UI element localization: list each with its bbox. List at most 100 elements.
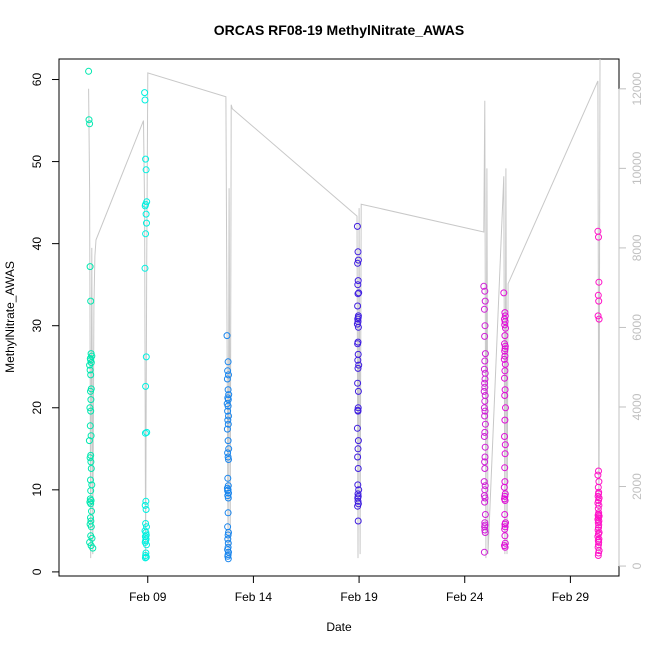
data-point [595, 521, 603, 529]
data-point [86, 361, 94, 369]
data-point [354, 323, 362, 331]
data-point [595, 549, 602, 557]
data-point [501, 345, 509, 353]
data-point [87, 387, 94, 395]
data-point [480, 282, 488, 290]
data-point [353, 222, 361, 230]
data-point [354, 445, 362, 453]
data-point [224, 509, 232, 517]
data-point [501, 367, 509, 375]
data-point [141, 264, 149, 272]
data-point [481, 322, 489, 330]
data-point [481, 420, 489, 428]
data-point [142, 382, 150, 390]
data-point [142, 210, 150, 218]
data-point [353, 320, 361, 328]
data-point [481, 407, 489, 415]
data-point [501, 374, 508, 382]
y2-tick-label: 6000 [630, 314, 644, 341]
data-point [86, 366, 94, 374]
data-point [223, 425, 231, 433]
data-point [87, 514, 94, 522]
data-point [354, 259, 362, 267]
data-point [85, 67, 93, 75]
data-point [142, 353, 150, 361]
data-point [501, 492, 509, 500]
data-point [481, 350, 489, 358]
data-point [223, 375, 231, 383]
series-group [500, 289, 509, 551]
data-point [224, 396, 232, 404]
data-point [86, 422, 94, 430]
data-point [354, 407, 362, 415]
y2-tick-label: 12000 [630, 72, 644, 106]
data-point [225, 371, 232, 379]
data-point [354, 502, 362, 510]
data-point [594, 483, 602, 491]
data-point [354, 387, 362, 395]
data-point [501, 464, 509, 472]
data-point [354, 364, 362, 372]
data-point [501, 360, 509, 368]
data-point [501, 525, 509, 533]
data-point [141, 501, 149, 509]
data-point [501, 532, 509, 540]
data-point [480, 387, 488, 395]
data-point [224, 494, 232, 502]
data-point [142, 155, 150, 163]
data-point [225, 529, 232, 536]
data-point [88, 534, 96, 542]
data-point [481, 375, 489, 383]
y-tick-label: 40 [30, 237, 44, 251]
altitude-layer [88, 58, 601, 559]
data-point [141, 96, 149, 104]
data-point [501, 520, 509, 528]
data-point [354, 437, 362, 445]
data-point [224, 407, 232, 415]
data-point [354, 248, 362, 256]
data-point [224, 449, 232, 457]
data-point [354, 256, 362, 264]
data-point [142, 230, 150, 238]
data-point [224, 437, 232, 445]
data-point [86, 404, 94, 412]
data-point [354, 517, 362, 525]
data-point [481, 482, 489, 490]
data-point [87, 497, 95, 504]
y-tick-label: 30 [30, 319, 44, 333]
data-point [142, 549, 150, 557]
x-tick-label: Feb 29 [552, 590, 590, 604]
data-point [354, 379, 362, 387]
data-point [500, 483, 508, 491]
data-point [354, 497, 362, 505]
series-group [353, 222, 363, 525]
data-point [480, 365, 488, 373]
series-group [223, 332, 233, 563]
data-point [501, 342, 509, 350]
data-point [224, 531, 232, 539]
data-point [224, 535, 232, 543]
data-point [142, 506, 150, 513]
data-point [142, 497, 150, 505]
data-point [500, 289, 508, 297]
data-point [224, 420, 232, 428]
data-point [223, 332, 231, 340]
data-point [141, 554, 149, 562]
data-point [501, 352, 509, 360]
data-point [501, 543, 509, 551]
data-point [595, 501, 603, 509]
y-tick-label: 0 [30, 568, 44, 575]
altitude-line [88, 58, 601, 559]
data-point [595, 278, 603, 286]
data-point [501, 347, 509, 355]
data-point [355, 289, 363, 297]
data-point [501, 441, 509, 449]
data-point [481, 443, 489, 451]
data-point [595, 315, 603, 323]
data-point [224, 358, 232, 366]
data-point [87, 523, 95, 531]
data-point [87, 458, 95, 466]
data-point [354, 315, 362, 323]
data-point [225, 445, 233, 453]
axes-layer: Feb 09 Feb 14 Feb 19 Feb 24 Feb 29 0 10 20 30 40 5… [30, 72, 644, 604]
